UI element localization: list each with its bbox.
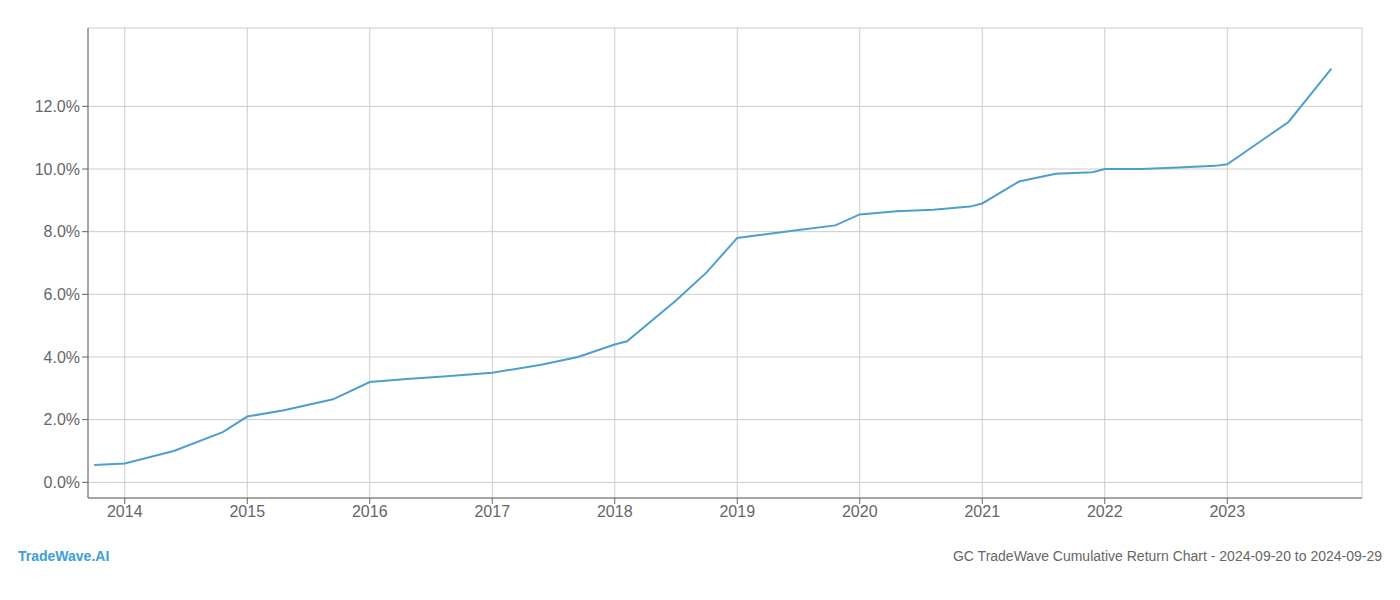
svg-text:2016: 2016 <box>352 503 388 520</box>
svg-text:6.0%: 6.0% <box>44 286 80 303</box>
html-text:TradeWave.AI: TradeWave.AI <box>18 548 110 564</box>
svg-text:0.0%: 0.0% <box>44 474 80 491</box>
svg-text:2.0%: 2.0% <box>44 411 80 428</box>
svg-text:10.0%: 10.0% <box>35 161 80 178</box>
html-text:GC TradeWave Cumulative Return: GC TradeWave Cumulative Return Chart - 2… <box>953 548 1382 564</box>
svg-text:2023: 2023 <box>1209 503 1245 520</box>
svg-text:12.0%: 12.0% <box>35 98 80 115</box>
svg-text:2019: 2019 <box>719 503 755 520</box>
svg-text:2021: 2021 <box>964 503 1000 520</box>
svg-text:2015: 2015 <box>229 503 265 520</box>
svg-text:2017: 2017 <box>474 503 510 520</box>
svg-text:2020: 2020 <box>842 503 878 520</box>
svg-text:4.0%: 4.0% <box>44 349 80 366</box>
svg-text:2018: 2018 <box>597 503 633 520</box>
svg-text:8.0%: 8.0% <box>44 223 80 240</box>
svg-text:2022: 2022 <box>1087 503 1123 520</box>
svg-text:2014: 2014 <box>107 503 143 520</box>
